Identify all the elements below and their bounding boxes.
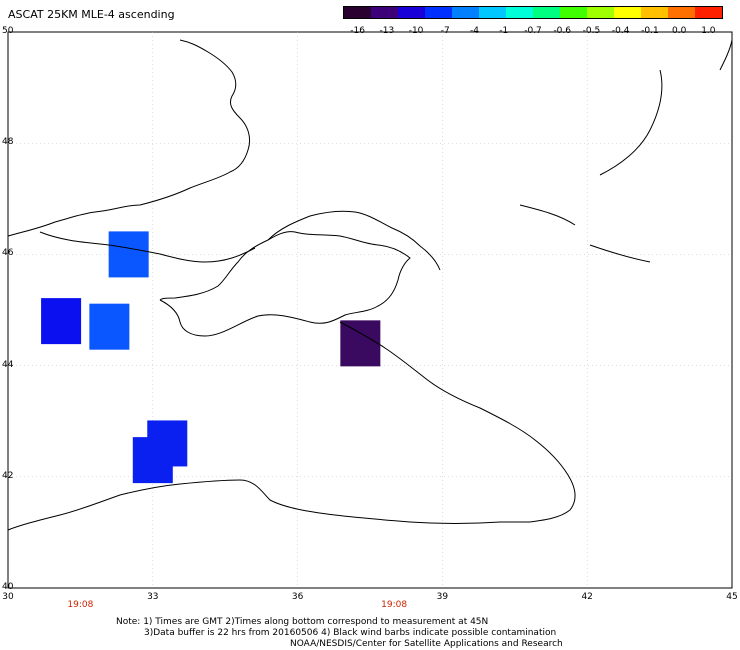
colorbar [343, 6, 723, 19]
colorbar-label: -0.1 [641, 26, 659, 36]
lon-label: 45 [726, 592, 738, 602]
colorbar-label: -1 [499, 26, 509, 36]
colorbar-segment [614, 7, 641, 18]
colorbar-label: -0.5 [582, 26, 601, 36]
lon-label: 42 [581, 592, 593, 602]
data-cell [89, 303, 130, 350]
colorbar-segment [452, 7, 479, 18]
lat-label: 48 [2, 137, 14, 148]
lat-label: 44 [2, 359, 14, 370]
map-title: ASCAT 25KM MLE-4 ascending [8, 8, 175, 21]
colorbar-segment [641, 7, 668, 18]
colorbar-label: -0.6 [553, 26, 571, 36]
colorbar-label: -4 [470, 26, 480, 36]
lat-label: 42 [2, 470, 14, 481]
lon-label: 33 [147, 592, 159, 602]
colorbar-segment [668, 7, 695, 18]
colorbar-segment [695, 7, 722, 18]
colorbar-segment [371, 7, 398, 18]
colorbar-label: 0.0 [671, 26, 687, 36]
lon-label: 30 [2, 592, 14, 602]
colorbar-label: -13 [379, 26, 395, 36]
map-frame [7, 31, 733, 589]
note-line-3: NOAA/NESDIS/Center for Satellite Applica… [290, 639, 563, 649]
lat-label: 50 [2, 26, 14, 36]
colorbar-segment [587, 7, 614, 18]
colorbar-segment [479, 7, 506, 18]
data-cell [41, 298, 82, 345]
colorbar-labels: -16 -13 -10 -7 -4 -1 -0.7 -0.6 -0.5 -0.4 -0.1 0.0 1.… [343, 26, 723, 38]
colorbar-label: 1.0 [701, 26, 716, 36]
time-label: 19:08 [67, 600, 94, 610]
colorbar-label: -0.7 [524, 26, 542, 36]
colorbar-label: -10 [408, 26, 424, 36]
time-label: 19:08 [381, 600, 408, 610]
coastline [7, 39, 733, 531]
note-line-2: 3)Data buffer is 22 hrs from 20160506 4)… [144, 628, 557, 638]
data-cell [108, 231, 149, 278]
colorbar-segment [398, 7, 425, 18]
lat-label: 40 [2, 582, 14, 592]
colorbar-segment [506, 7, 533, 18]
colorbar-segment [344, 7, 371, 18]
data-cells [41, 231, 381, 484]
colorbar-label: -7 [440, 26, 450, 36]
colorbar-segment [533, 7, 560, 18]
colorbar-label: -0.4 [611, 26, 630, 36]
data-cell [132, 437, 173, 484]
lon-label: 36 [291, 592, 304, 602]
note-line-1: Note: 1) Times are GMT 2)Times along bot… [116, 617, 489, 627]
lon-label: 39 [436, 592, 449, 602]
data-cell [340, 320, 381, 367]
lat-label: 46 [2, 248, 14, 259]
colorbar-segment [425, 7, 452, 18]
colorbar-label: -16 [350, 26, 365, 36]
colorbar-segment [560, 7, 587, 18]
